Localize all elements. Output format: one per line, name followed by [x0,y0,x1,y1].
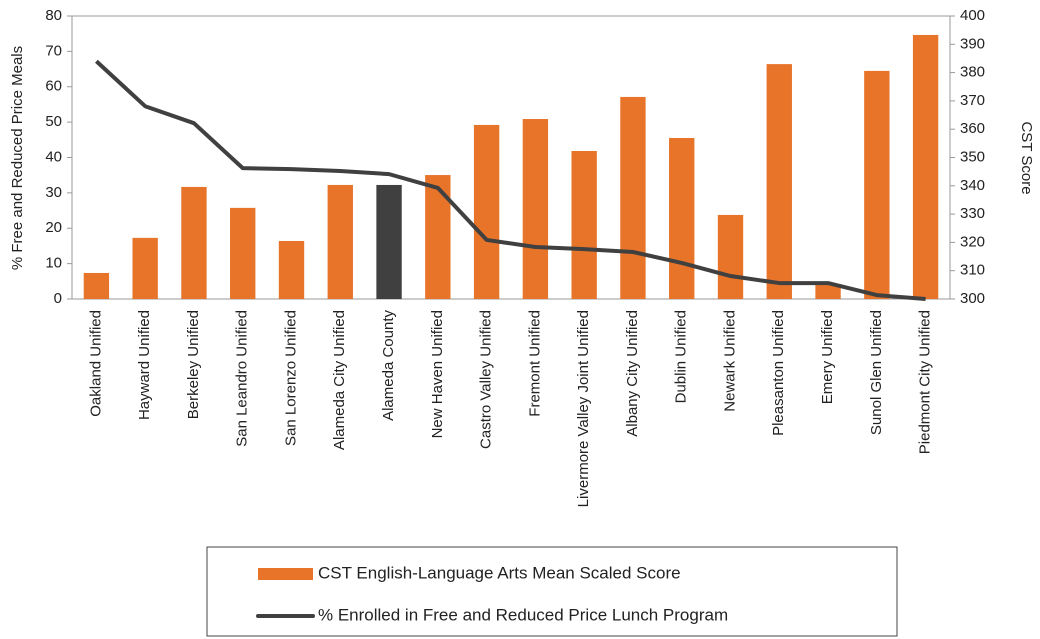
y2-tick-label: 350 [960,148,985,165]
y-tick-label: 10 [45,255,62,272]
x-tick-label: Berkeley Unified [185,310,202,419]
bar [376,184,402,299]
y-tick-label: 60 [45,78,62,95]
y2-tick-label: 400 [960,7,985,24]
x-tick-label: Emery Unified [819,310,836,404]
y-axis-title: % Free and Reduced Price Meals [9,46,26,270]
y2-tick-label: 330 [960,205,985,222]
y-tick-label: 40 [45,148,62,165]
x-tick-label: Alameda City Unified [331,310,348,450]
bar [132,237,158,299]
bar [522,119,549,300]
legend-label: CST English-Language Arts Mean Scaled Sc… [318,563,681,582]
bar [766,64,792,299]
line [95,59,926,301]
bar [717,214,744,299]
bar [278,240,305,299]
x-tick-label: Livermore Valley Joint Unified [575,310,592,507]
bar [571,150,597,299]
bar [230,207,256,299]
bar [912,34,939,299]
x-tick-label: Oakland Unified [87,310,104,417]
y2-tick-label: 370 [960,92,985,109]
y-tick-label: 70 [45,42,62,59]
y2-tick-label: 360 [960,120,985,137]
x-tick-label: Albany City Unified [624,310,641,437]
bar [327,184,353,299]
bar [473,124,500,299]
legend-label: % Enrolled in Free and Reduced Price Lun… [318,605,728,624]
y-tick-label: 30 [45,184,62,201]
y2-tick-label: 310 [960,262,985,279]
bar [181,186,207,299]
x-tick-label: San Lorenzo Unified [282,310,299,446]
x-tick-label: Dublin Unified [673,310,690,403]
x-tick-label: Fremont Unified [526,310,543,417]
x-tick-label: Sunol Glen Unified [868,310,885,435]
x-tick-label: Pleasanton Unified [770,310,787,436]
x-tick-label: Newark Unified [721,310,738,412]
x-tick-label: Hayward Unified [136,310,153,420]
y2-tick-label: 320 [960,233,985,250]
bar [425,175,451,299]
legend [206,546,898,637]
y2-tick-label: 300 [960,290,985,307]
y-tick-label: 80 [45,7,62,24]
bar [864,70,890,299]
y-tick-label: 50 [45,113,62,130]
bar [83,272,110,299]
x-tick-label: San Leandro Unified [234,310,251,447]
y2-axis-title: CST Score [1018,121,1035,194]
y2-tick-label: 380 [960,64,985,81]
x-tick-label: Piedmont City Unified [917,310,934,454]
x-tick-label: Alameda County [380,310,397,421]
y-tick-label: 0 [54,290,62,307]
bar [669,137,695,299]
legend-swatch [258,568,313,580]
y-tick-label: 20 [45,219,62,236]
y2-tick-label: 390 [960,35,985,52]
bar [620,96,646,299]
x-tick-label: New Haven Unified [429,310,446,438]
bar [815,284,841,299]
x-tick-label: Castro Valley Unified [478,310,495,449]
y2-tick-label: 340 [960,177,985,194]
